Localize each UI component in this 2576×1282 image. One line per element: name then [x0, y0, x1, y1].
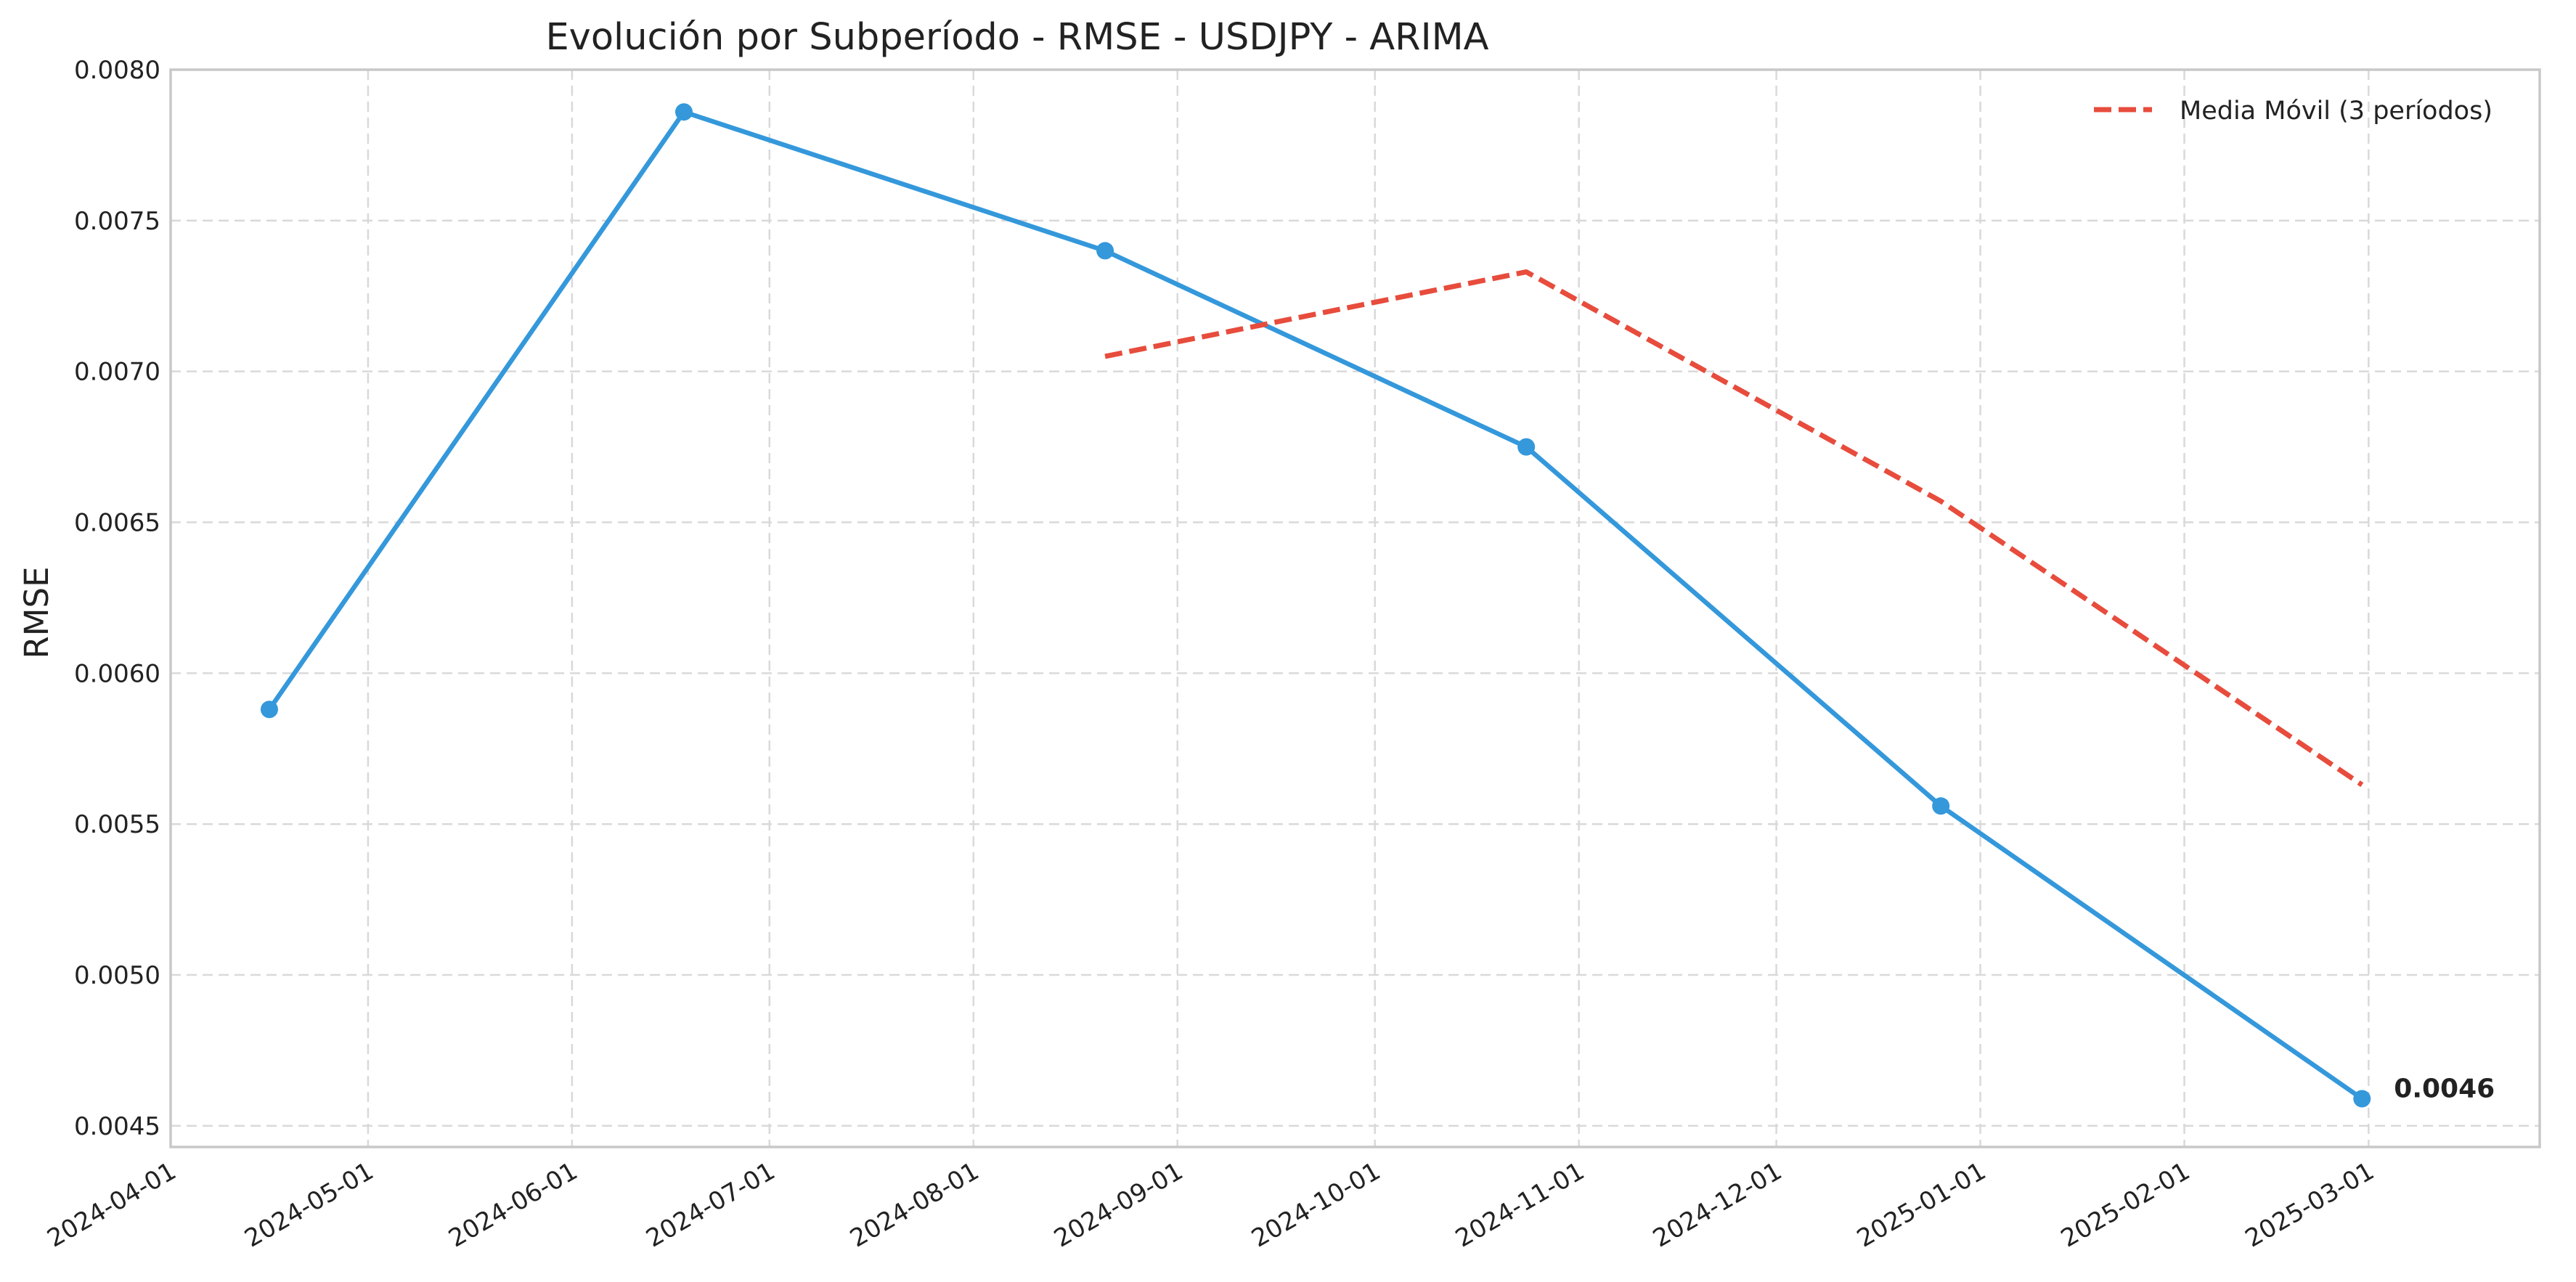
y-tick-label: 0.0080	[74, 56, 160, 85]
series-layer	[260, 103, 2371, 1108]
y-axis-label: RMSE	[17, 566, 56, 658]
rmse-line	[267, 109, 2364, 1101]
x-tick-label: 2024-04-01	[42, 1156, 181, 1253]
legend: Media Móvil (3 períodos)	[2094, 97, 2493, 126]
axis-ticks: 0.0045 0.0050 0.0055 0.0060 0.0065 0.0070 0.00…	[42, 56, 2379, 1254]
x-tick-label: 2025-03-01	[2241, 1156, 2379, 1253]
y-tick-label: 0.0055	[74, 810, 160, 839]
rmse-point	[674, 103, 693, 121]
last-value-annotation: 0.0046	[2394, 1074, 2495, 1103]
y-tick-label: 0.0060	[74, 659, 160, 688]
x-tick-label: 2024-12-01	[1648, 1156, 1787, 1253]
chart-title: Evolución por Subperíodo - RMSE - USDJPY…	[545, 16, 1488, 59]
y-tick-label: 0.0070	[74, 358, 160, 387]
y-tick-label: 0.0075	[74, 207, 160, 236]
plot-frame	[169, 68, 2541, 1148]
rmse-point	[260, 701, 278, 719]
x-tick-label: 2024-08-01	[845, 1156, 984, 1253]
legend-moving-average-label: Media Móvil (3 períodos)	[2180, 97, 2493, 126]
x-tick-label: 2025-01-01	[1852, 1156, 1991, 1253]
y-tick-label: 0.0050	[74, 961, 160, 990]
moving_average-line	[1104, 269, 2364, 788]
rmse-point	[1932, 797, 1950, 815]
y-tick-label: 0.0045	[74, 1112, 160, 1141]
x-tick-label: 2024-05-01	[240, 1156, 378, 1253]
x-tick-label: 2025-02-01	[2056, 1156, 2195, 1253]
rmse-point	[1096, 242, 1114, 260]
x-tick-label: 2024-11-01	[1451, 1156, 1589, 1253]
rmse-point	[1517, 438, 1536, 456]
y-tick-label: 0.0065	[74, 509, 160, 538]
x-tick-label: 2024-06-01	[444, 1156, 582, 1253]
x-tick-label: 2024-09-01	[1049, 1156, 1188, 1253]
x-tick-label: 2024-07-01	[641, 1156, 780, 1253]
x-tick-label: 2024-10-01	[1247, 1156, 1385, 1253]
rmse-point	[2353, 1090, 2371, 1108]
grid-lines	[169, 68, 2540, 1147]
